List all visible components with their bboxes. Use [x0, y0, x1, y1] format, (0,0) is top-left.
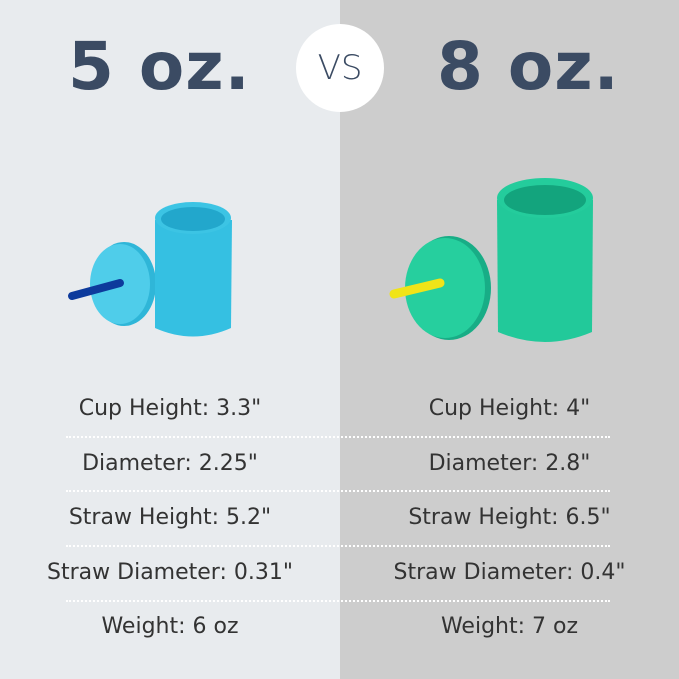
divider [66, 436, 610, 438]
right-spec-straw-height: Straw Height: 6.5" [408, 505, 611, 530]
divider [66, 600, 610, 602]
divider [66, 545, 610, 547]
vs-label: VS [317, 48, 363, 88]
left-spec-straw-diameter: Straw Diameter: 0.31" [47, 560, 293, 585]
left-size-title: 5 oz. [68, 28, 251, 105]
right-panel [340, 0, 679, 679]
left-panel [0, 0, 340, 679]
right-spec-weight: Weight: 7 oz [440, 614, 579, 639]
left-spec-weight: Weight: 6 oz [101, 614, 239, 639]
vs-badge: VS [296, 24, 384, 112]
right-size-title: 8 oz. [437, 28, 620, 105]
left-spec-cup-height: Cup Height: 3.3" [78, 396, 262, 421]
right-spec-diameter: Diameter: 2.8" [428, 451, 591, 476]
divider [66, 490, 610, 492]
right-spec-straw-diameter: Straw Diameter: 0.4" [393, 560, 626, 585]
small-cup-image [68, 202, 232, 337]
right-spec-cup-height: Cup Height: 4" [428, 396, 591, 421]
left-spec-diameter: Diameter: 2.25" [82, 451, 258, 476]
large-cup-image [389, 178, 593, 342]
left-spec-straw-height: Straw Height: 5.2" [68, 505, 272, 530]
